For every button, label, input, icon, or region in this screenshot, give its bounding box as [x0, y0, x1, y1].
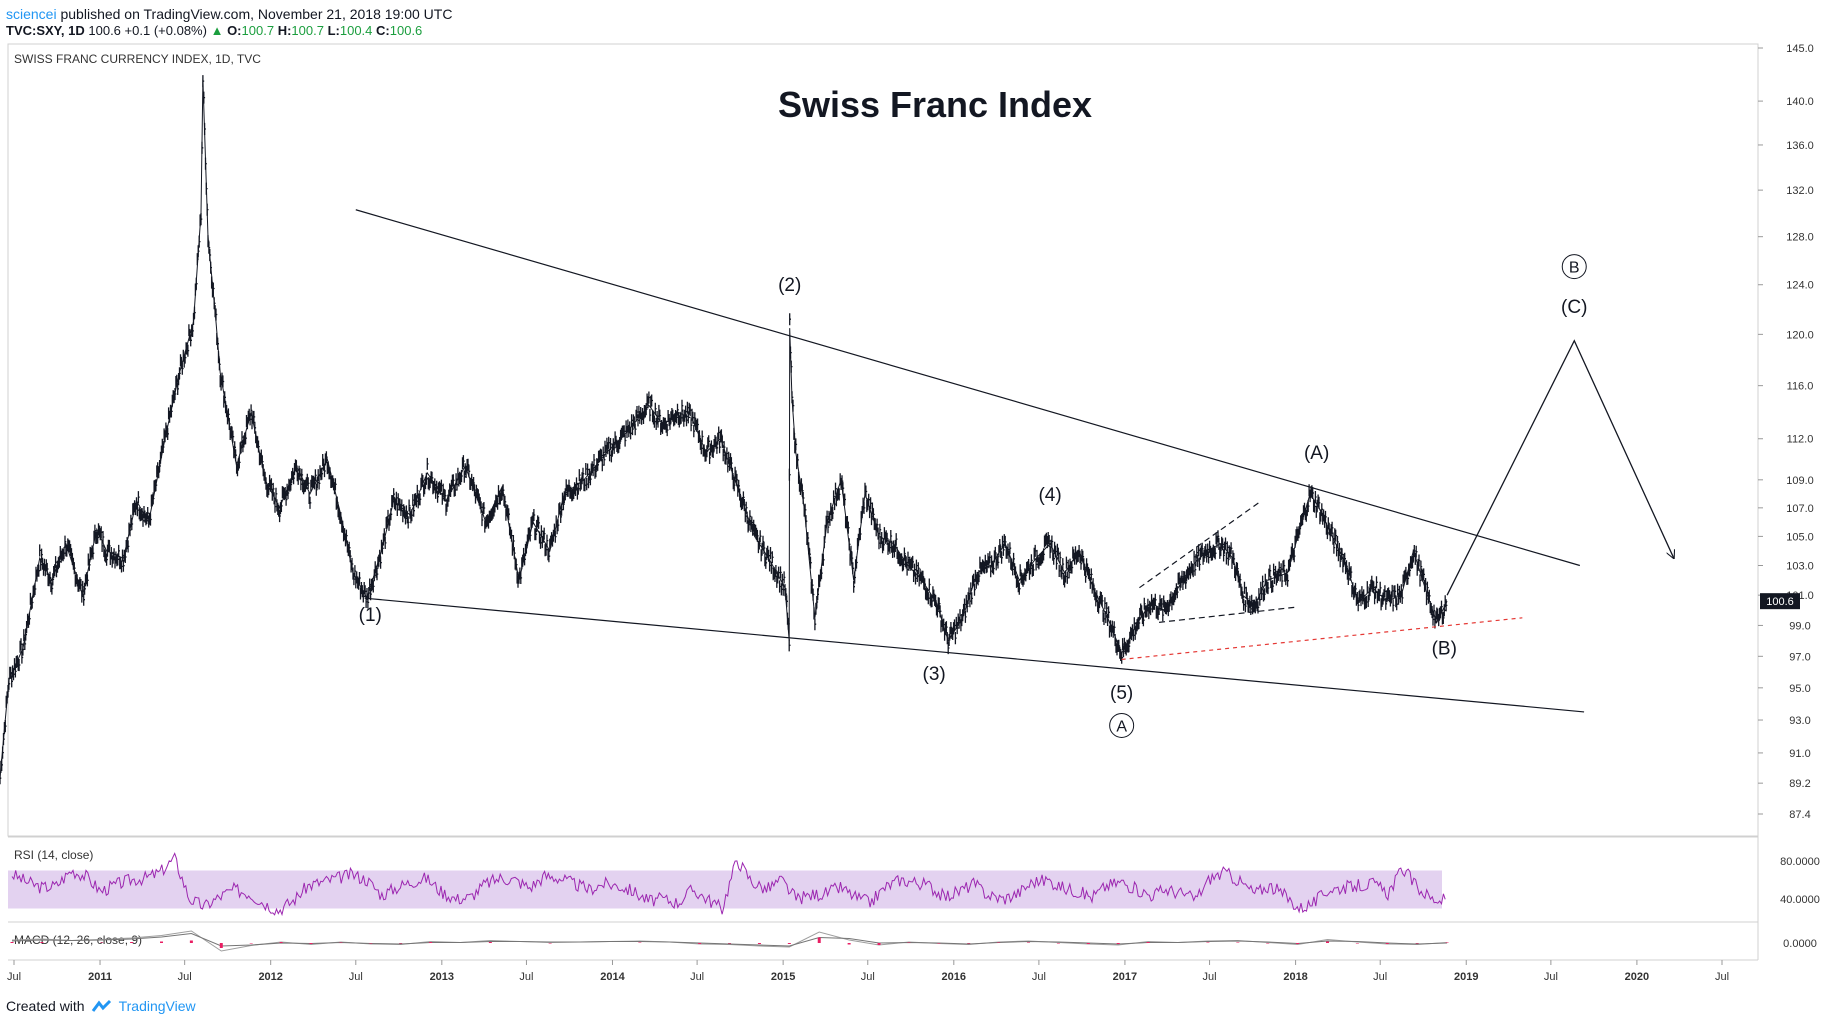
x-tick-label: Jul	[7, 971, 21, 983]
y-tick-label: 132.0	[1786, 185, 1814, 197]
rsi-label: RSI (14, close)	[14, 848, 93, 862]
y-tick-label: 103.0	[1786, 560, 1814, 572]
wave-label: (4)	[1038, 485, 1061, 506]
tradingview-brand[interactable]: TradingView	[118, 998, 196, 1014]
x-tick-label: 2012	[258, 971, 282, 983]
y-tick-label: 105.0	[1786, 531, 1814, 543]
wave-circle	[1561, 254, 1587, 280]
symbol-name: TVC:SXY, 1D	[6, 23, 85, 38]
x-tick-label: Jul	[1032, 971, 1046, 983]
y-tick-label: 95.0	[1789, 683, 1810, 695]
close-value: 100.6	[389, 23, 423, 38]
tradingview-logo-icon	[91, 999, 111, 1012]
rsi-tick-label: 80.0000	[1780, 856, 1820, 868]
y-tick-label: 140.0	[1786, 96, 1814, 108]
y-tick-label: 99.0	[1789, 620, 1810, 632]
x-tick-label: 2014	[600, 971, 625, 983]
low-label: L:	[327, 23, 340, 38]
trendline-support-red-dashed[interactable]	[1121, 617, 1523, 661]
y-tick-label: 97.0	[1789, 651, 1810, 663]
high-label: H:	[277, 23, 292, 38]
trendline-dashed-upper[interactable]	[1139, 500, 1262, 589]
x-tick-label: Jul	[1203, 971, 1217, 983]
y-tick-label: 107.0	[1786, 503, 1814, 515]
x-tick-label: 2015	[771, 971, 795, 983]
last-price-tag	[1760, 593, 1800, 610]
low-value: 100.4	[339, 23, 373, 38]
y-tick-label: 136.0	[1786, 140, 1814, 152]
y-tick-label: 145.0	[1786, 43, 1814, 55]
trendline-dashed-lower[interactable]	[1158, 606, 1296, 623]
footer: Created with TradingView	[6, 998, 196, 1014]
y-tick-label: 112.0	[1787, 434, 1814, 446]
wave-label: (C)	[1561, 297, 1587, 318]
publish-text: published on TradingView.com, November 2…	[56, 6, 453, 22]
trendline-lower[interactable]	[364, 597, 1585, 713]
last-price: 100.6	[88, 23, 121, 38]
x-tick-label: Jul	[1544, 971, 1558, 983]
x-tick-label: Jul	[1715, 971, 1729, 983]
price-line	[0, 79, 1448, 779]
rsi-line	[11, 852, 1446, 917]
wave-label: (A)	[1304, 443, 1329, 464]
x-tick-label: Jul	[690, 971, 704, 983]
y-tick-label: 93.0	[1789, 715, 1810, 727]
last-price-tag-label: 100.6	[1766, 596, 1794, 608]
x-tick-label: Jul	[349, 971, 363, 983]
chart-title: Swiss Franc Index	[778, 84, 1092, 125]
open-label: O:	[227, 23, 242, 38]
rsi-tick-label: 40.0000	[1780, 894, 1820, 906]
created-with-text: Created with	[6, 998, 85, 1014]
y-tick-label: 109.0	[1786, 475, 1814, 487]
change-text: +0.1 (+0.08%)	[124, 23, 207, 38]
open-value: 100.7	[241, 23, 275, 38]
y-tick-label: 87.4	[1789, 809, 1810, 821]
x-tick-label: 2017	[1113, 971, 1137, 983]
symbol-bar: TVC:SXY, 1D 100.6 +0.1 (+0.08%) ▲ O:100.…	[6, 22, 422, 40]
wave-label: (3)	[923, 664, 946, 685]
pane-label: SWISS FRANC CURRENCY INDEX, 1D, TVC	[14, 52, 261, 66]
y-tick-label: 116.0	[1787, 381, 1814, 393]
x-tick-label: Jul	[178, 971, 192, 983]
author-link[interactable]: sciencei	[6, 6, 57, 22]
trendline-upper[interactable]	[355, 209, 1581, 567]
x-tick-label: 2016	[942, 971, 966, 983]
wave-circle	[1109, 712, 1135, 738]
wave-label: (2)	[778, 275, 801, 296]
x-tick-label: Jul	[519, 971, 533, 983]
wave-label: (1)	[359, 605, 382, 626]
x-tick-label: 2020	[1625, 971, 1649, 983]
y-tick-label: 124.0	[1786, 280, 1814, 292]
x-tick-label: 2018	[1283, 971, 1307, 983]
y-tick-label: 128.0	[1786, 232, 1814, 244]
macd-tick-label: 0.0000	[1783, 938, 1817, 950]
x-tick-label: Jul	[1373, 971, 1387, 983]
x-tick-label: 2013	[430, 971, 454, 983]
x-tick-label: 2019	[1454, 971, 1478, 983]
main-pane	[7, 43, 1759, 837]
wave-label: B	[1569, 260, 1580, 277]
high-value: 100.7	[291, 23, 324, 38]
x-tick-label: Jul	[861, 971, 875, 983]
y-tick-label: 91.0	[1789, 748, 1810, 760]
wave-label: (5)	[1110, 683, 1133, 704]
macd-signal-line	[11, 932, 1448, 947]
publish-info: sciencei published on TradingView.com, N…	[6, 4, 452, 24]
projection-path[interactable]	[1446, 339, 1674, 596]
y-tick-label: 89.2	[1789, 778, 1810, 790]
up-arrow-icon: ▲	[210, 23, 224, 38]
wave-label: A	[1116, 718, 1127, 735]
y-tick-label: 120.0	[1786, 329, 1814, 341]
close-label: C:	[376, 23, 390, 38]
x-tick-label: 2011	[88, 971, 112, 983]
wave-label: (B)	[1432, 639, 1457, 660]
